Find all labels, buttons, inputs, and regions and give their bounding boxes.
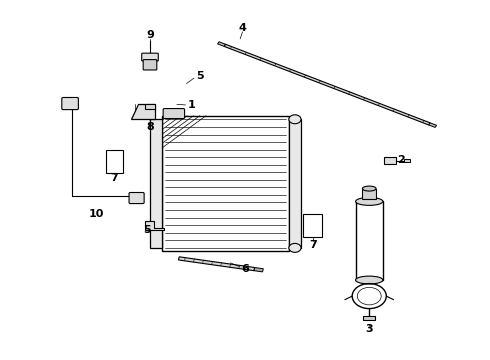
Bar [145,104,155,109]
Text: 4: 4 [239,23,246,33]
Text: 7: 7 [111,173,118,183]
Bar [363,189,376,199]
Bar [289,119,301,248]
Bar [404,159,410,162]
Polygon shape [224,44,430,125]
FancyBboxPatch shape [129,193,144,203]
Bar [162,116,289,251]
Ellipse shape [289,243,301,252]
Text: 9: 9 [146,30,154,40]
Ellipse shape [289,115,301,124]
Text: 7: 7 [309,240,317,250]
Bar [106,150,123,173]
Polygon shape [145,221,164,230]
Ellipse shape [356,198,383,205]
FancyBboxPatch shape [143,60,157,70]
Polygon shape [218,42,225,46]
Text: 6: 6 [241,264,249,274]
Text: 1: 1 [188,100,196,110]
Bar [303,214,322,237]
Text: 10: 10 [89,209,104,219]
Text: 2: 2 [397,156,405,165]
Text: 5: 5 [196,71,204,81]
Ellipse shape [356,276,383,284]
FancyBboxPatch shape [62,98,78,110]
Bar [384,157,396,164]
Text: 5: 5 [143,225,150,235]
Bar [356,202,383,280]
FancyBboxPatch shape [142,53,158,61]
Text: 8: 8 [146,122,154,132]
Polygon shape [254,267,263,272]
Polygon shape [178,257,255,271]
Polygon shape [429,123,437,127]
FancyBboxPatch shape [163,109,185,118]
Bar [364,316,375,320]
Ellipse shape [363,186,376,191]
Bar [150,119,162,248]
Text: 3: 3 [366,324,373,334]
Polygon shape [130,104,155,119]
